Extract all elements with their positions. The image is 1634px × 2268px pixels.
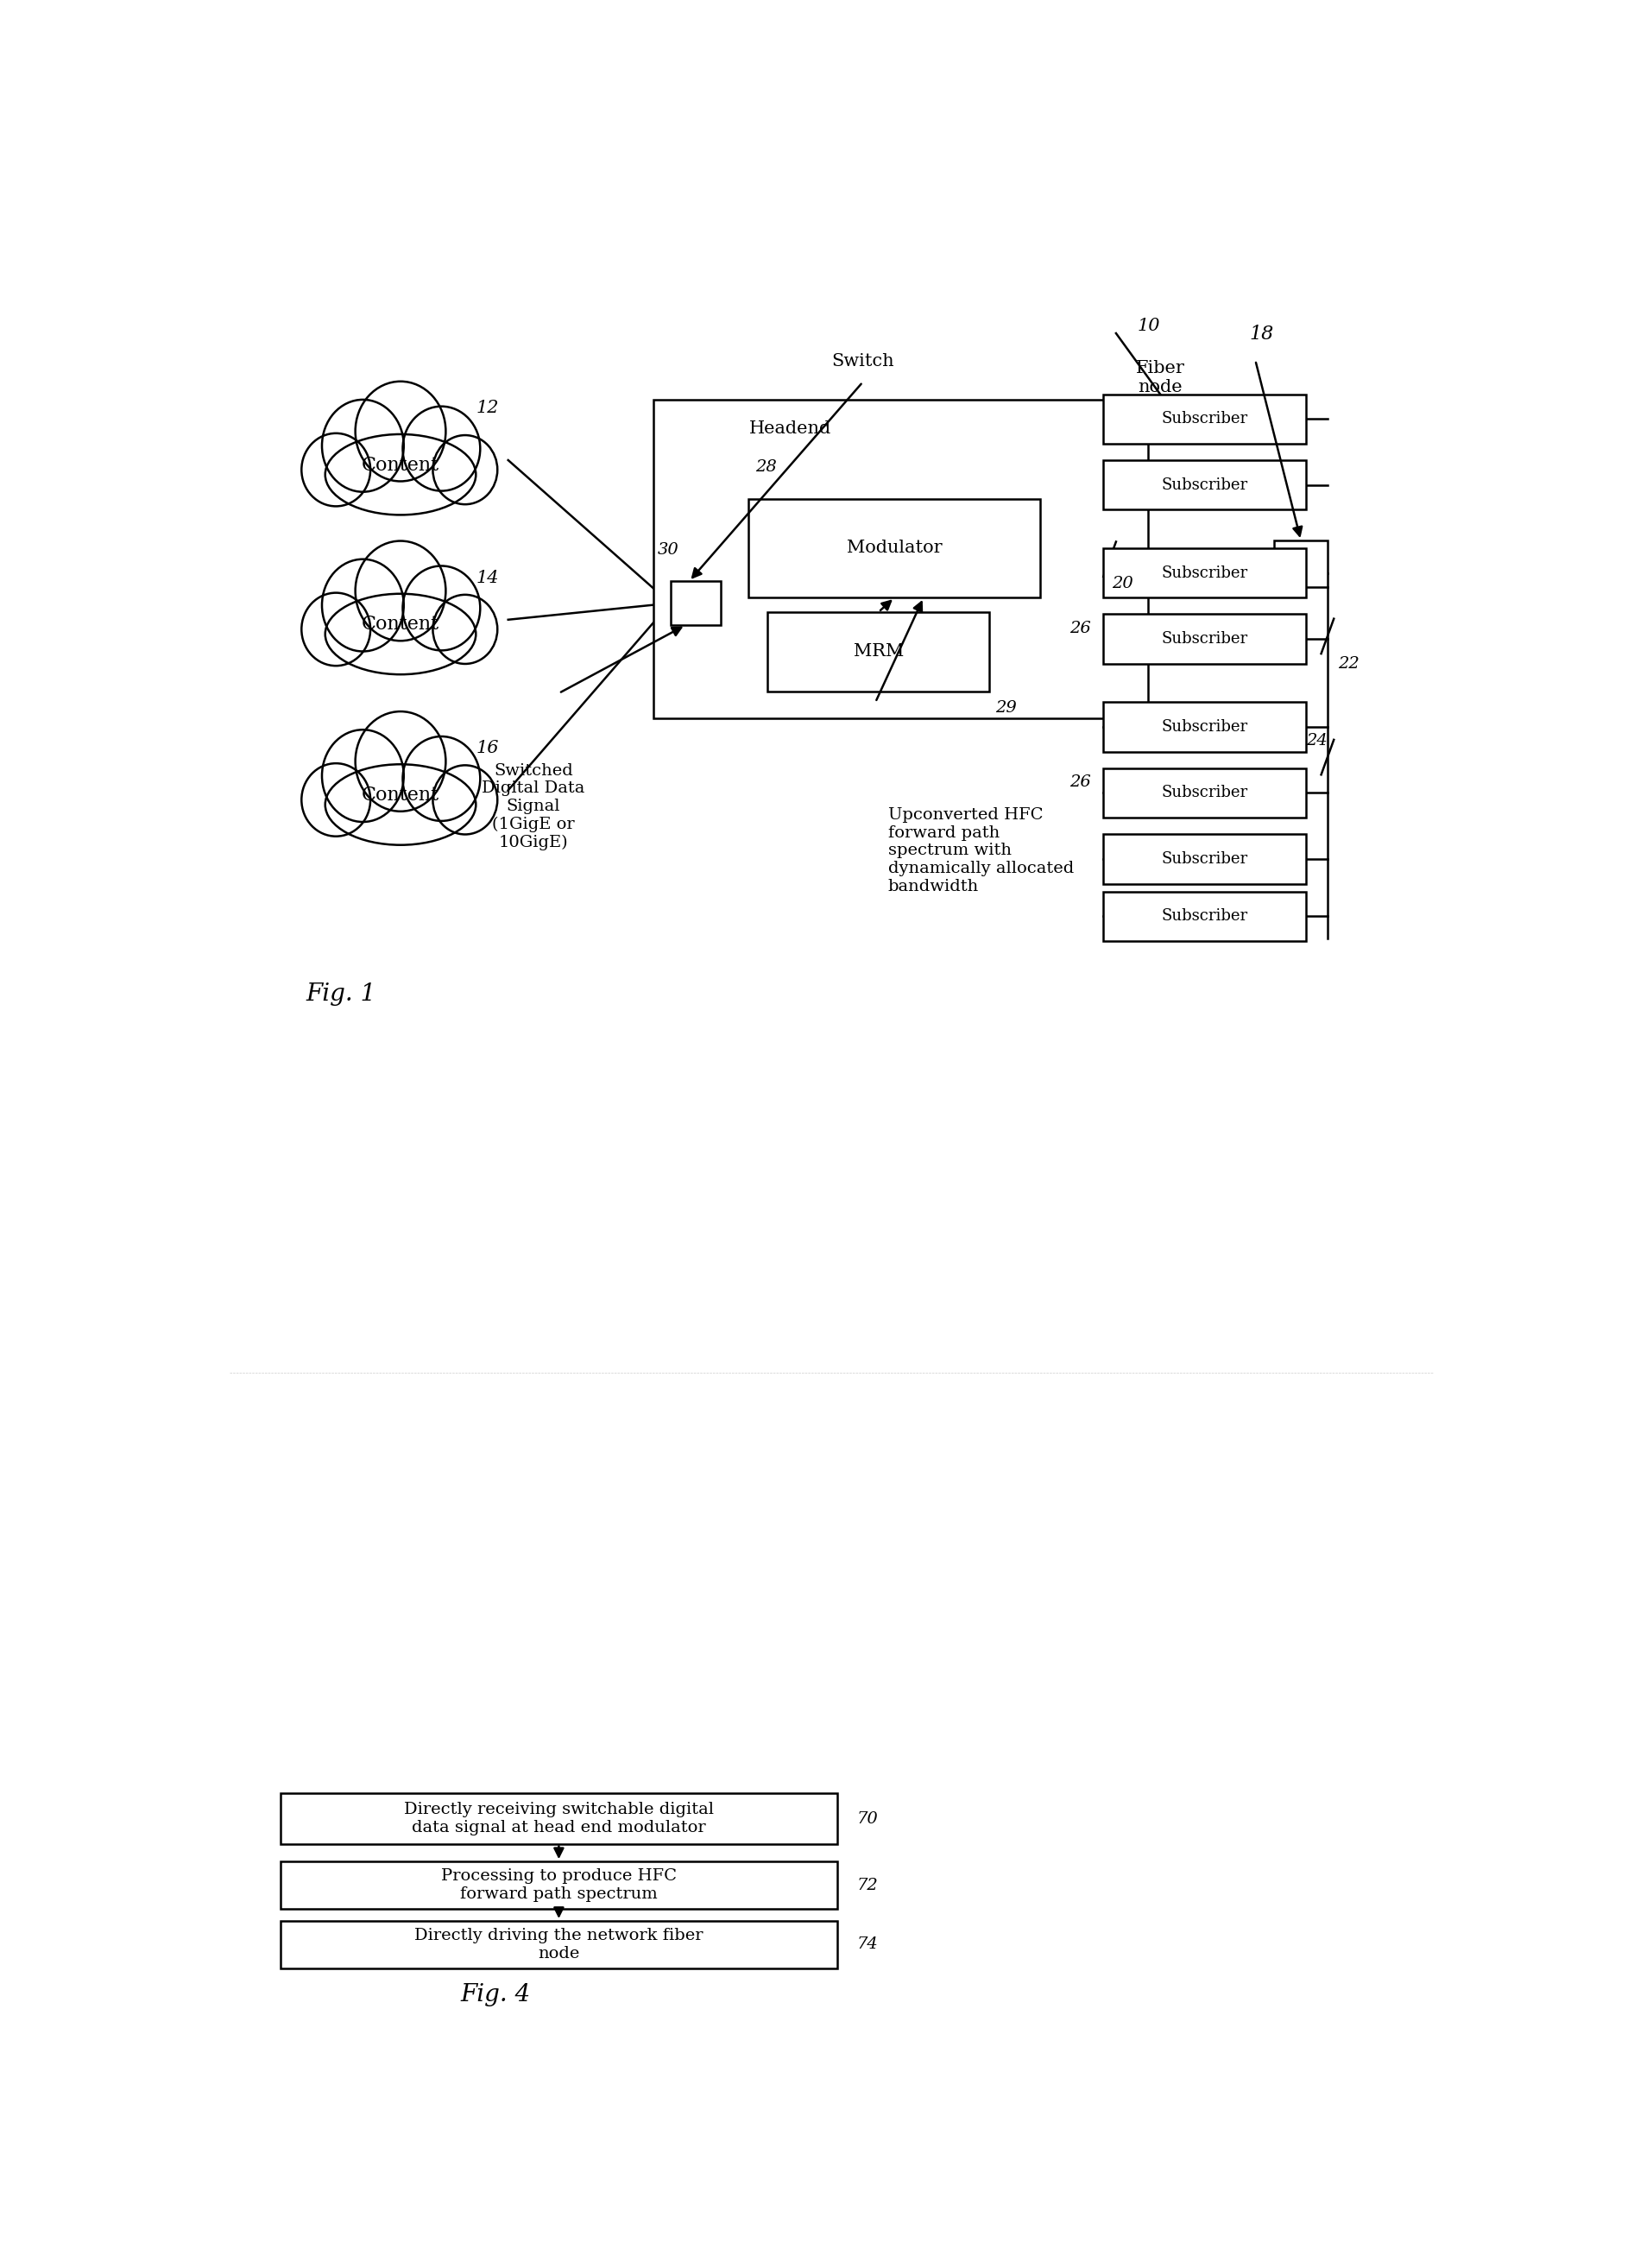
Text: 14: 14	[477, 569, 500, 585]
Bar	[1103, 395, 1306, 445]
Bar	[281, 1862, 838, 1910]
Text: 16: 16	[477, 739, 500, 758]
Ellipse shape	[355, 542, 446, 642]
Ellipse shape	[325, 594, 475, 674]
Text: 12: 12	[477, 399, 500, 415]
Text: Switched
Digital Data
Signal
(1GigE or
10GigE): Switched Digital Data Signal (1GigE or 1…	[482, 762, 585, 850]
Text: Subscriber: Subscriber	[1162, 909, 1248, 923]
Text: 26: 26	[1069, 776, 1092, 789]
Text: 30: 30	[657, 542, 680, 558]
Text: Subscriber: Subscriber	[1162, 785, 1248, 801]
Text: 74: 74	[856, 1937, 877, 1953]
Bar	[654, 399, 1147, 719]
Text: Processing to produce HFC
forward path spectrum: Processing to produce HFC forward path s…	[441, 1869, 676, 1903]
Text: Directly driving the network fiber
node: Directly driving the network fiber node	[415, 1928, 703, 1962]
Ellipse shape	[302, 764, 371, 837]
Bar	[1103, 460, 1306, 510]
Text: Switch: Switch	[832, 354, 894, 370]
Text: 20: 20	[1111, 576, 1132, 592]
Ellipse shape	[433, 764, 497, 835]
Ellipse shape	[325, 433, 475, 515]
Bar	[1103, 891, 1306, 941]
Bar	[670, 581, 721, 626]
Bar	[748, 499, 1041, 599]
Text: Subscriber: Subscriber	[1162, 719, 1248, 735]
Text: Subscriber: Subscriber	[1162, 850, 1248, 866]
Text: Content: Content	[361, 785, 440, 805]
Text: Headend: Headend	[748, 420, 832, 438]
Text: Subscriber: Subscriber	[1162, 631, 1248, 646]
Text: Upconverted HFC
forward path
spectrum with
dynamically allocated
bandwidth: Upconverted HFC forward path spectrum wi…	[889, 807, 1074, 894]
Bar	[768, 612, 989, 692]
Text: Subscriber: Subscriber	[1162, 476, 1248, 492]
Ellipse shape	[402, 567, 480, 651]
Text: 22: 22	[1338, 655, 1359, 671]
Text: 29: 29	[995, 701, 1016, 714]
Text: MRM: MRM	[853, 644, 904, 660]
Text: 28: 28	[755, 460, 776, 474]
Ellipse shape	[322, 560, 404, 651]
Ellipse shape	[302, 592, 371, 667]
Ellipse shape	[433, 594, 497, 665]
Ellipse shape	[402, 737, 480, 821]
Bar	[1275, 540, 1327, 587]
Text: Content: Content	[361, 615, 440, 635]
Text: Subscriber: Subscriber	[1162, 411, 1248, 426]
Bar	[1103, 835, 1306, 885]
Bar	[1103, 549, 1306, 599]
Text: 24: 24	[1306, 733, 1327, 748]
Bar	[1103, 769, 1306, 819]
Text: Fig. 1: Fig. 1	[306, 982, 376, 1005]
Ellipse shape	[322, 730, 404, 821]
Bar	[281, 1794, 838, 1844]
Ellipse shape	[322, 399, 404, 492]
Text: 70: 70	[856, 1812, 877, 1826]
Ellipse shape	[302, 433, 371, 506]
Ellipse shape	[355, 381, 446, 481]
Ellipse shape	[325, 764, 475, 846]
Ellipse shape	[355, 712, 446, 812]
Text: 18: 18	[1248, 324, 1273, 342]
Text: Fig. 4: Fig. 4	[461, 1984, 531, 2007]
Text: Subscriber: Subscriber	[1162, 565, 1248, 581]
Text: 10: 10	[1137, 318, 1160, 333]
Ellipse shape	[402, 406, 480, 490]
Text: Directly receiving switchable digital
data signal at head end modulator: Directly receiving switchable digital da…	[404, 1801, 714, 1835]
Text: Content: Content	[361, 456, 440, 474]
Text: Fiber
node: Fiber node	[1136, 361, 1185, 395]
Bar	[281, 1921, 838, 1969]
Text: 72: 72	[856, 1878, 877, 1894]
Text: Modulator: Modulator	[846, 540, 943, 556]
Text: 26: 26	[1069, 621, 1092, 637]
Bar	[1103, 703, 1306, 751]
Ellipse shape	[433, 435, 497, 503]
Bar	[1103, 615, 1306, 665]
